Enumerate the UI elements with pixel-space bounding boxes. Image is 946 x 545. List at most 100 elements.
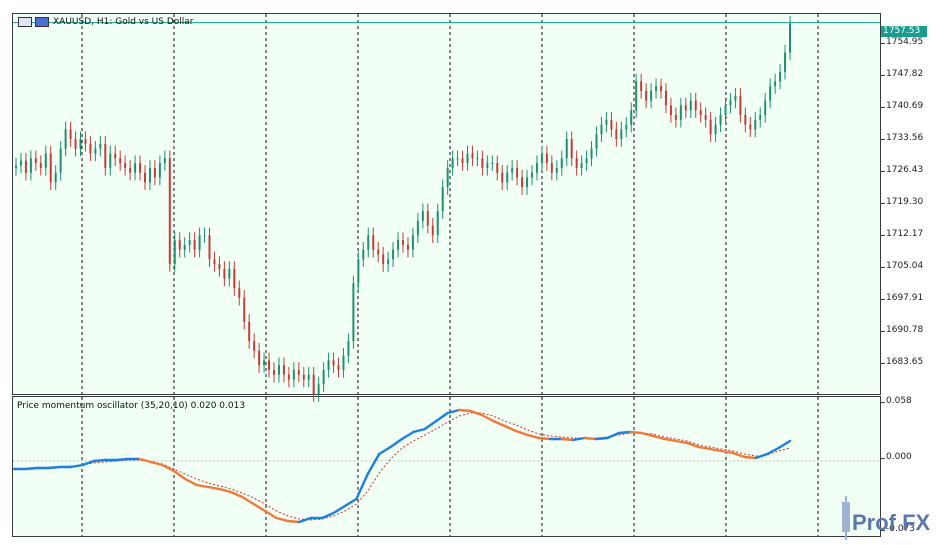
candle-body bbox=[436, 211, 439, 236]
candle-body bbox=[605, 119, 608, 125]
candle-body bbox=[585, 158, 588, 164]
price-chart-pane[interactable] bbox=[12, 13, 881, 395]
oscillator-line-segment bbox=[765, 446, 780, 456]
candle-body bbox=[228, 268, 231, 279]
candle-body bbox=[39, 163, 42, 168]
candle-body bbox=[327, 360, 330, 370]
candle-body bbox=[367, 235, 370, 250]
oscillator-line-segment bbox=[377, 445, 392, 456]
candle-body bbox=[526, 177, 529, 188]
oscillator-line-segment bbox=[138, 457, 153, 464]
candle-body bbox=[511, 167, 514, 173]
candle-body bbox=[744, 115, 747, 125]
candle-body bbox=[719, 115, 722, 125]
candle-body bbox=[521, 177, 524, 188]
candle-body bbox=[89, 143, 92, 154]
candle-body bbox=[774, 81, 777, 87]
oscillator-line-segment bbox=[195, 483, 210, 489]
candle-body bbox=[674, 115, 677, 120]
candle-body bbox=[268, 360, 271, 370]
oscillator-line-segment bbox=[366, 452, 381, 476]
oscillator-line-segment bbox=[492, 419, 506, 428]
candle-body bbox=[15, 165, 17, 168]
candle-body bbox=[595, 134, 598, 149]
price-axis[interactable]: 1754.95 1747.82 1740.69 1733.56 1726.43 … bbox=[881, 13, 941, 395]
candle-body bbox=[655, 86, 658, 91]
candle-body bbox=[699, 110, 702, 116]
candle-body bbox=[183, 244, 186, 250]
candle-body bbox=[575, 158, 578, 168]
candle-body bbox=[203, 235, 206, 237]
oscillator-line-segment bbox=[275, 516, 290, 523]
candle-body bbox=[54, 172, 57, 183]
candle-body bbox=[277, 365, 280, 375]
candle-body bbox=[233, 268, 236, 289]
oscillator-pane[interactable] bbox=[12, 396, 881, 537]
candle-body bbox=[307, 374, 310, 380]
watermark-text: Prof FX bbox=[852, 510, 931, 535]
candle-body bbox=[44, 153, 47, 168]
candle-body bbox=[243, 297, 246, 322]
candle-body bbox=[789, 23, 791, 53]
price-label: 1683.65 bbox=[886, 357, 924, 367]
candle-body bbox=[635, 81, 638, 111]
oscillator-line-segment bbox=[674, 439, 689, 445]
candle-body bbox=[302, 374, 305, 380]
candle-body bbox=[481, 158, 484, 168]
candle-body bbox=[29, 158, 32, 173]
candle-body bbox=[466, 153, 469, 164]
candle-body bbox=[580, 163, 583, 168]
candle-body bbox=[535, 163, 538, 173]
current-price-tag: 1757.53 bbox=[881, 26, 927, 37]
candle-body bbox=[188, 240, 191, 245]
candle-body bbox=[144, 172, 146, 183]
oscillator-line-segment bbox=[457, 408, 472, 413]
candle-body bbox=[555, 167, 558, 173]
signal-line bbox=[14, 412, 791, 521]
candle-body bbox=[273, 369, 275, 375]
candle-body bbox=[292, 369, 295, 380]
price-label: 1754.95 bbox=[886, 37, 924, 47]
candle-body bbox=[709, 119, 712, 135]
candle-body bbox=[402, 240, 404, 245]
symbol-icon bbox=[35, 17, 49, 27]
candle-body bbox=[64, 129, 67, 149]
candle-body bbox=[694, 100, 697, 111]
oscillator-line-segment bbox=[651, 434, 666, 441]
candle-body bbox=[689, 100, 692, 111]
candle-body bbox=[74, 139, 77, 149]
candle-body bbox=[486, 163, 489, 168]
candle-body bbox=[178, 240, 181, 250]
chart-type-icon bbox=[18, 17, 32, 27]
oscillator-line-segment bbox=[526, 433, 541, 440]
oscillator-line-segment bbox=[686, 441, 700, 449]
candle-body bbox=[779, 71, 782, 82]
oscillator-line-segment bbox=[400, 430, 415, 441]
candle-body bbox=[158, 163, 161, 178]
candle-body bbox=[610, 119, 613, 130]
oscillator-line-segment bbox=[332, 504, 347, 515]
candle-body bbox=[382, 254, 385, 265]
oscillator-line-segment bbox=[583, 436, 598, 441]
oscillator-line-segment bbox=[640, 431, 655, 438]
oscillator-line-segment bbox=[149, 460, 164, 467]
oscillator-line-segment bbox=[320, 511, 335, 520]
candle-body bbox=[550, 163, 553, 173]
candle-body bbox=[660, 86, 662, 91]
candle-body bbox=[69, 129, 72, 140]
candle-body bbox=[491, 163, 494, 165]
candle-body bbox=[416, 220, 419, 236]
candle-body bbox=[238, 288, 241, 298]
candle-body bbox=[421, 211, 424, 221]
candle-body bbox=[24, 160, 27, 173]
candle-body bbox=[679, 105, 682, 120]
oscillator-line-segment bbox=[594, 436, 609, 441]
oscillator-line-segment bbox=[446, 408, 461, 415]
oscillator-axis[interactable]: 0.058 0.000 -0.073 bbox=[881, 396, 941, 537]
oscillator-line-segment bbox=[720, 449, 735, 455]
candle-body bbox=[163, 158, 166, 164]
osc-label: -0.073 bbox=[886, 524, 916, 534]
candle-body bbox=[704, 115, 707, 120]
candle-body bbox=[193, 240, 196, 250]
candle-body bbox=[377, 249, 380, 255]
